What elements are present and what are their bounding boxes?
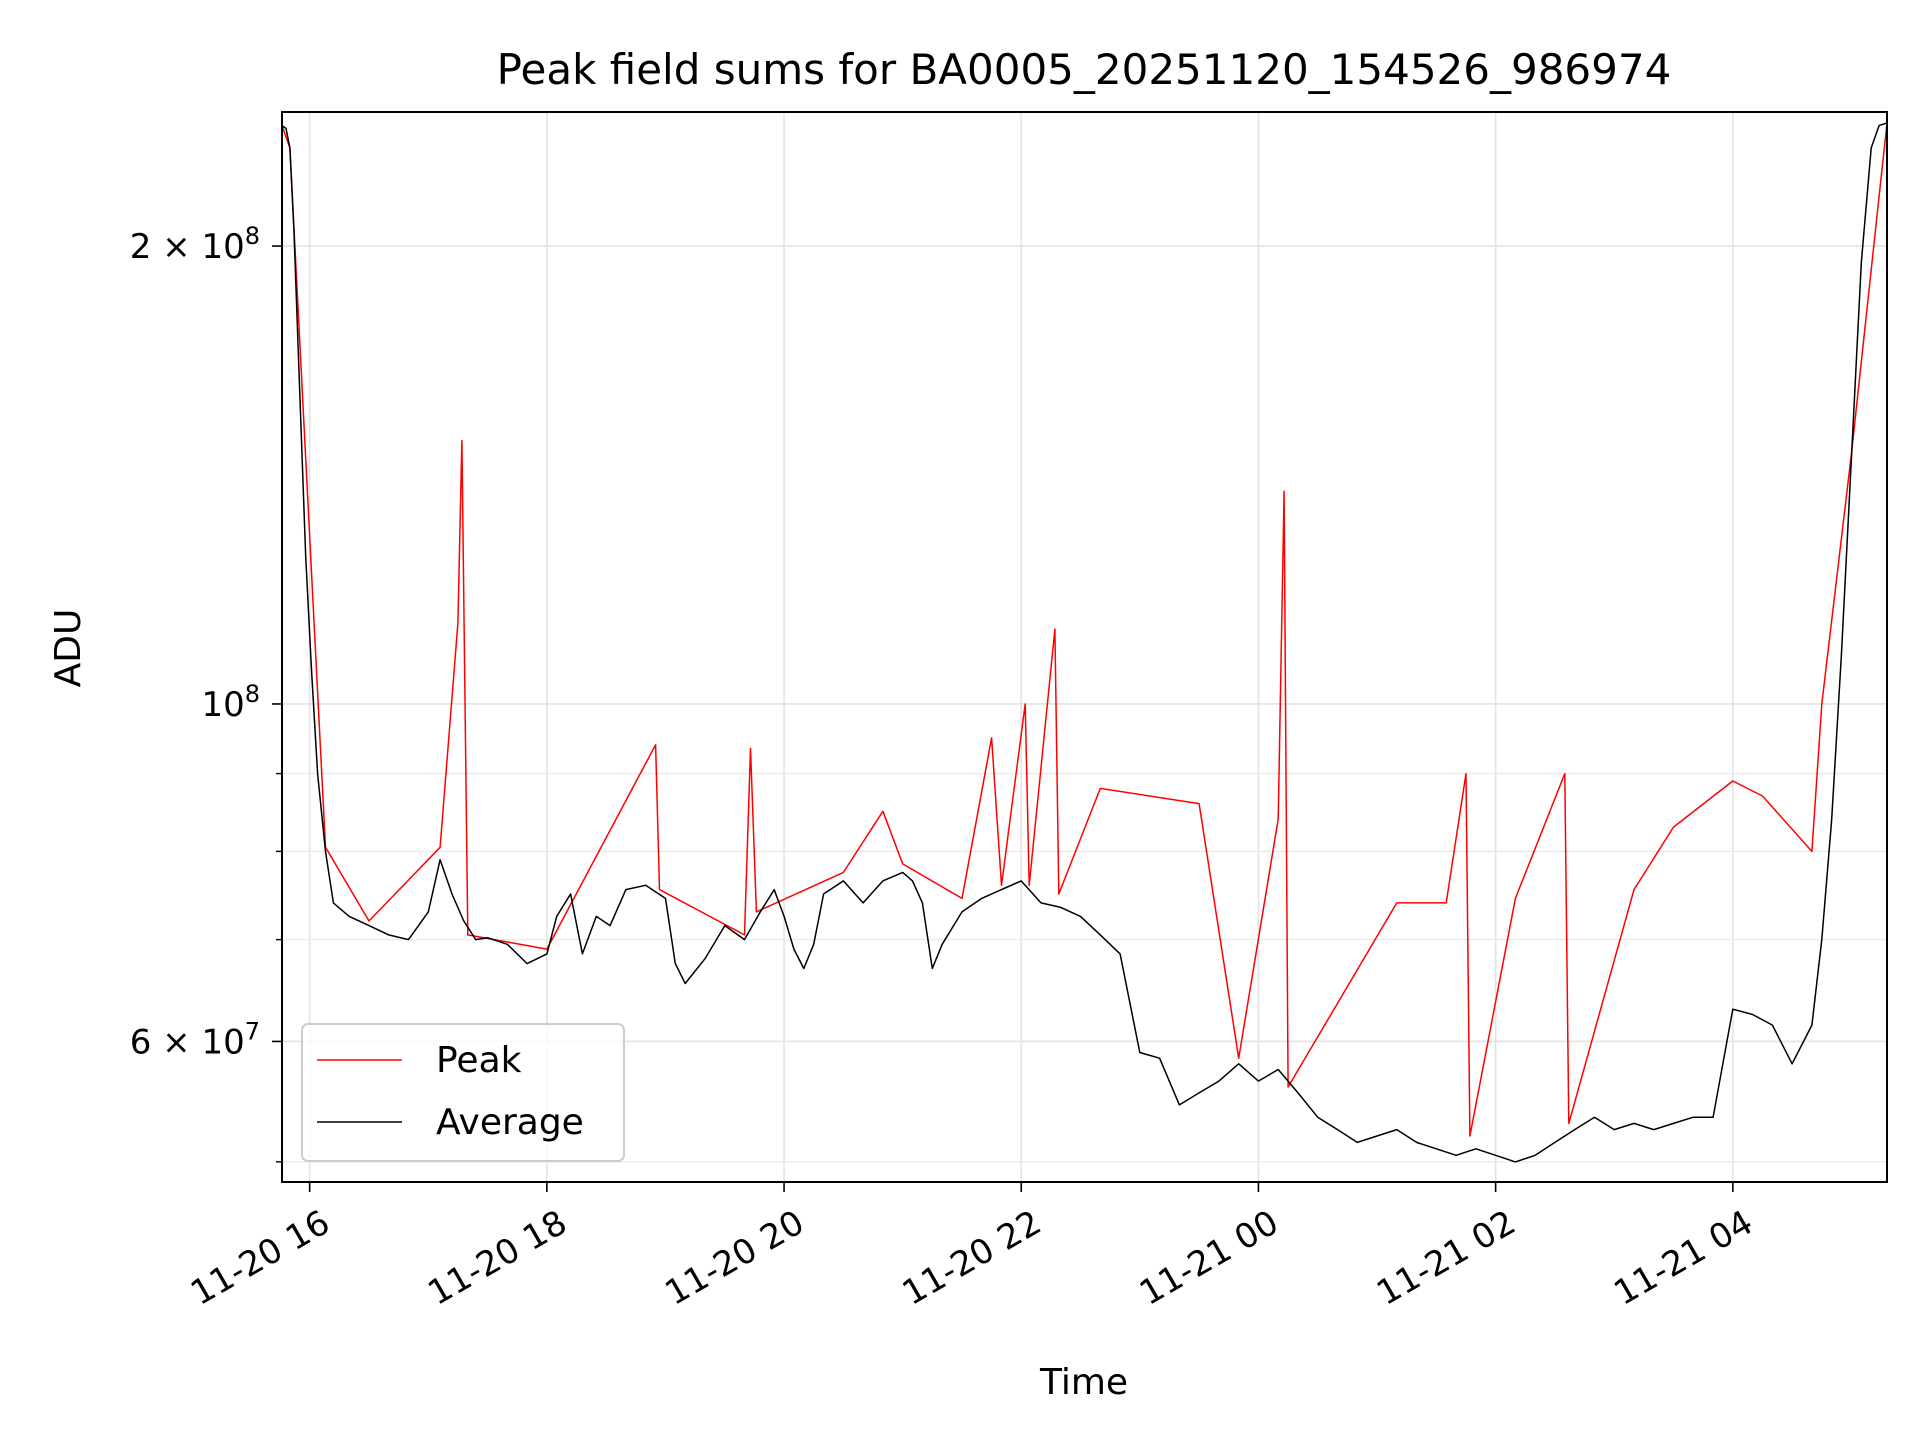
y-tick-label-exponent: 7 (245, 1017, 260, 1045)
plot-area (282, 112, 1887, 1182)
legend-box (301, 1023, 625, 1162)
x-axis-label: Time (1039, 1362, 1128, 1403)
y-tick-label-exponent: 8 (245, 222, 260, 250)
y-tick-label-base: 6 × 10 (130, 1022, 245, 1062)
y-tick-label: 108 (201, 680, 260, 725)
legend: Peak Average (301, 1023, 625, 1162)
y-tick-label-base: 10 (201, 685, 244, 725)
y-axis-label: ADU (48, 609, 89, 688)
chart-title: Peak field sums for BA0005_20251120_1545… (497, 45, 1672, 94)
series-line-average (282, 122, 1887, 1163)
y-tick-label-exponent: 8 (245, 680, 260, 708)
legend-label-peak: Peak (436, 1040, 522, 1081)
series-layer (282, 122, 1887, 1163)
y-tick-label-base: 2 × 10 (130, 227, 245, 267)
legend-label-average: Average (436, 1102, 584, 1143)
y-tick-label: 6 × 107 (130, 1017, 260, 1062)
y-tick-label: 2 × 108 (130, 222, 260, 267)
plot-frame (281, 111, 1888, 1183)
